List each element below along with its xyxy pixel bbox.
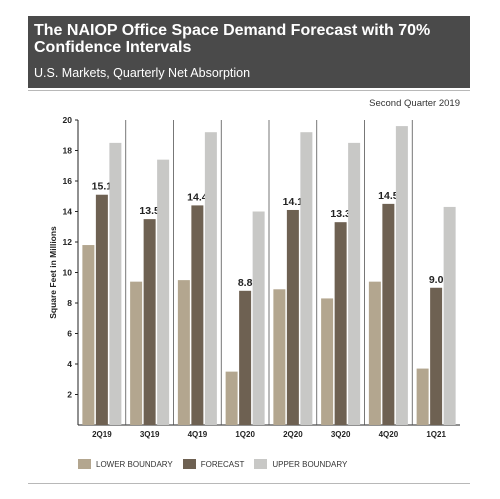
y-tick-label: 2 [67, 390, 72, 400]
legend-swatch-forecast [182, 459, 196, 469]
bar-forecast [382, 203, 395, 425]
bar-forecast [334, 222, 347, 425]
chart-title: The NAIOP Office Space Demand Forecast w… [34, 22, 431, 56]
legend-item-forecast: FORECAST [182, 459, 245, 469]
legend-label-forecast: FORECAST [200, 459, 245, 469]
x-tick-label: 1Q20 [235, 430, 255, 439]
bar-forecast [95, 194, 108, 425]
legend-item-lower: LOWER BOUNDARY [78, 459, 173, 469]
bar-forecast [143, 219, 156, 425]
y-tick-label: 4 [67, 359, 72, 369]
legend-swatch-lower [78, 459, 91, 469]
x-tick-label: 4Q20 [379, 430, 399, 439]
x-tick-label: 2Q19 [92, 430, 112, 439]
data-label: 14.1 [283, 196, 304, 208]
bar-upper [252, 211, 265, 425]
y-tick-label: 6 [67, 329, 72, 339]
bar-forecast [286, 209, 299, 425]
legend-label-upper: UPPER BOUNDARY [272, 459, 348, 469]
bar-upper [204, 132, 217, 425]
x-tick-label: 1Q21 [426, 430, 446, 439]
y-axis-title: Square Feet in Millions [48, 226, 58, 319]
bar-upper [157, 159, 170, 425]
chart-header: The NAIOP Office Space Demand Forecast w… [28, 16, 470, 88]
bar-lower [82, 245, 95, 425]
data-label: 8.8 [238, 277, 253, 289]
y-tick-label: 8 [67, 298, 72, 308]
bar-upper [109, 142, 122, 425]
bar-lower [416, 368, 429, 425]
legend: LOWER BOUNDARY FORECAST UPPER BOUNDARY [78, 457, 357, 471]
x-tick-label: 2Q20 [283, 430, 303, 439]
legend-item-upper: UPPER BOUNDARY [254, 459, 347, 469]
data-label: 14.4 [187, 191, 208, 203]
x-tick-label: 4Q19 [188, 430, 208, 439]
bar-forecast [191, 205, 204, 425]
bar-lower [177, 280, 190, 425]
chart-note: Second Quarter 2019 [369, 98, 460, 109]
chart-subtitle: U.S. Markets, Quarterly Net Absorption [34, 66, 251, 80]
bar-lower [321, 298, 334, 425]
data-label: 15.1 [92, 181, 113, 193]
x-tick-label: 3Q19 [140, 430, 160, 439]
y-tick-label: 12 [63, 237, 73, 247]
x-tick-label: 3Q20 [331, 430, 351, 439]
legend-label-lower: LOWER BOUNDARY [96, 459, 173, 469]
bar-upper [348, 142, 361, 425]
data-label: 13.5 [139, 205, 160, 217]
y-tick-label: 16 [63, 176, 73, 186]
bottom-divider [28, 483, 470, 484]
data-label: 13.3 [330, 208, 351, 220]
data-label: 14.5 [378, 190, 399, 202]
y-tick-label: 20 [63, 115, 73, 125]
y-tick-label: 18 [63, 146, 73, 156]
bar-upper [443, 206, 456, 425]
y-tick-label: 10 [63, 268, 73, 278]
bar-lower [225, 371, 238, 425]
bar-lower [130, 281, 143, 425]
bar-forecast [430, 287, 443, 425]
bar-forecast [239, 290, 252, 425]
bar-upper [300, 132, 313, 425]
bar-lower [368, 281, 381, 425]
bar-lower [273, 289, 286, 425]
legend-swatch-upper [254, 459, 268, 469]
bar-upper [395, 126, 408, 425]
data-label: 9.0 [429, 274, 444, 286]
y-tick-label: 14 [63, 207, 73, 217]
top-divider [28, 90, 470, 91]
